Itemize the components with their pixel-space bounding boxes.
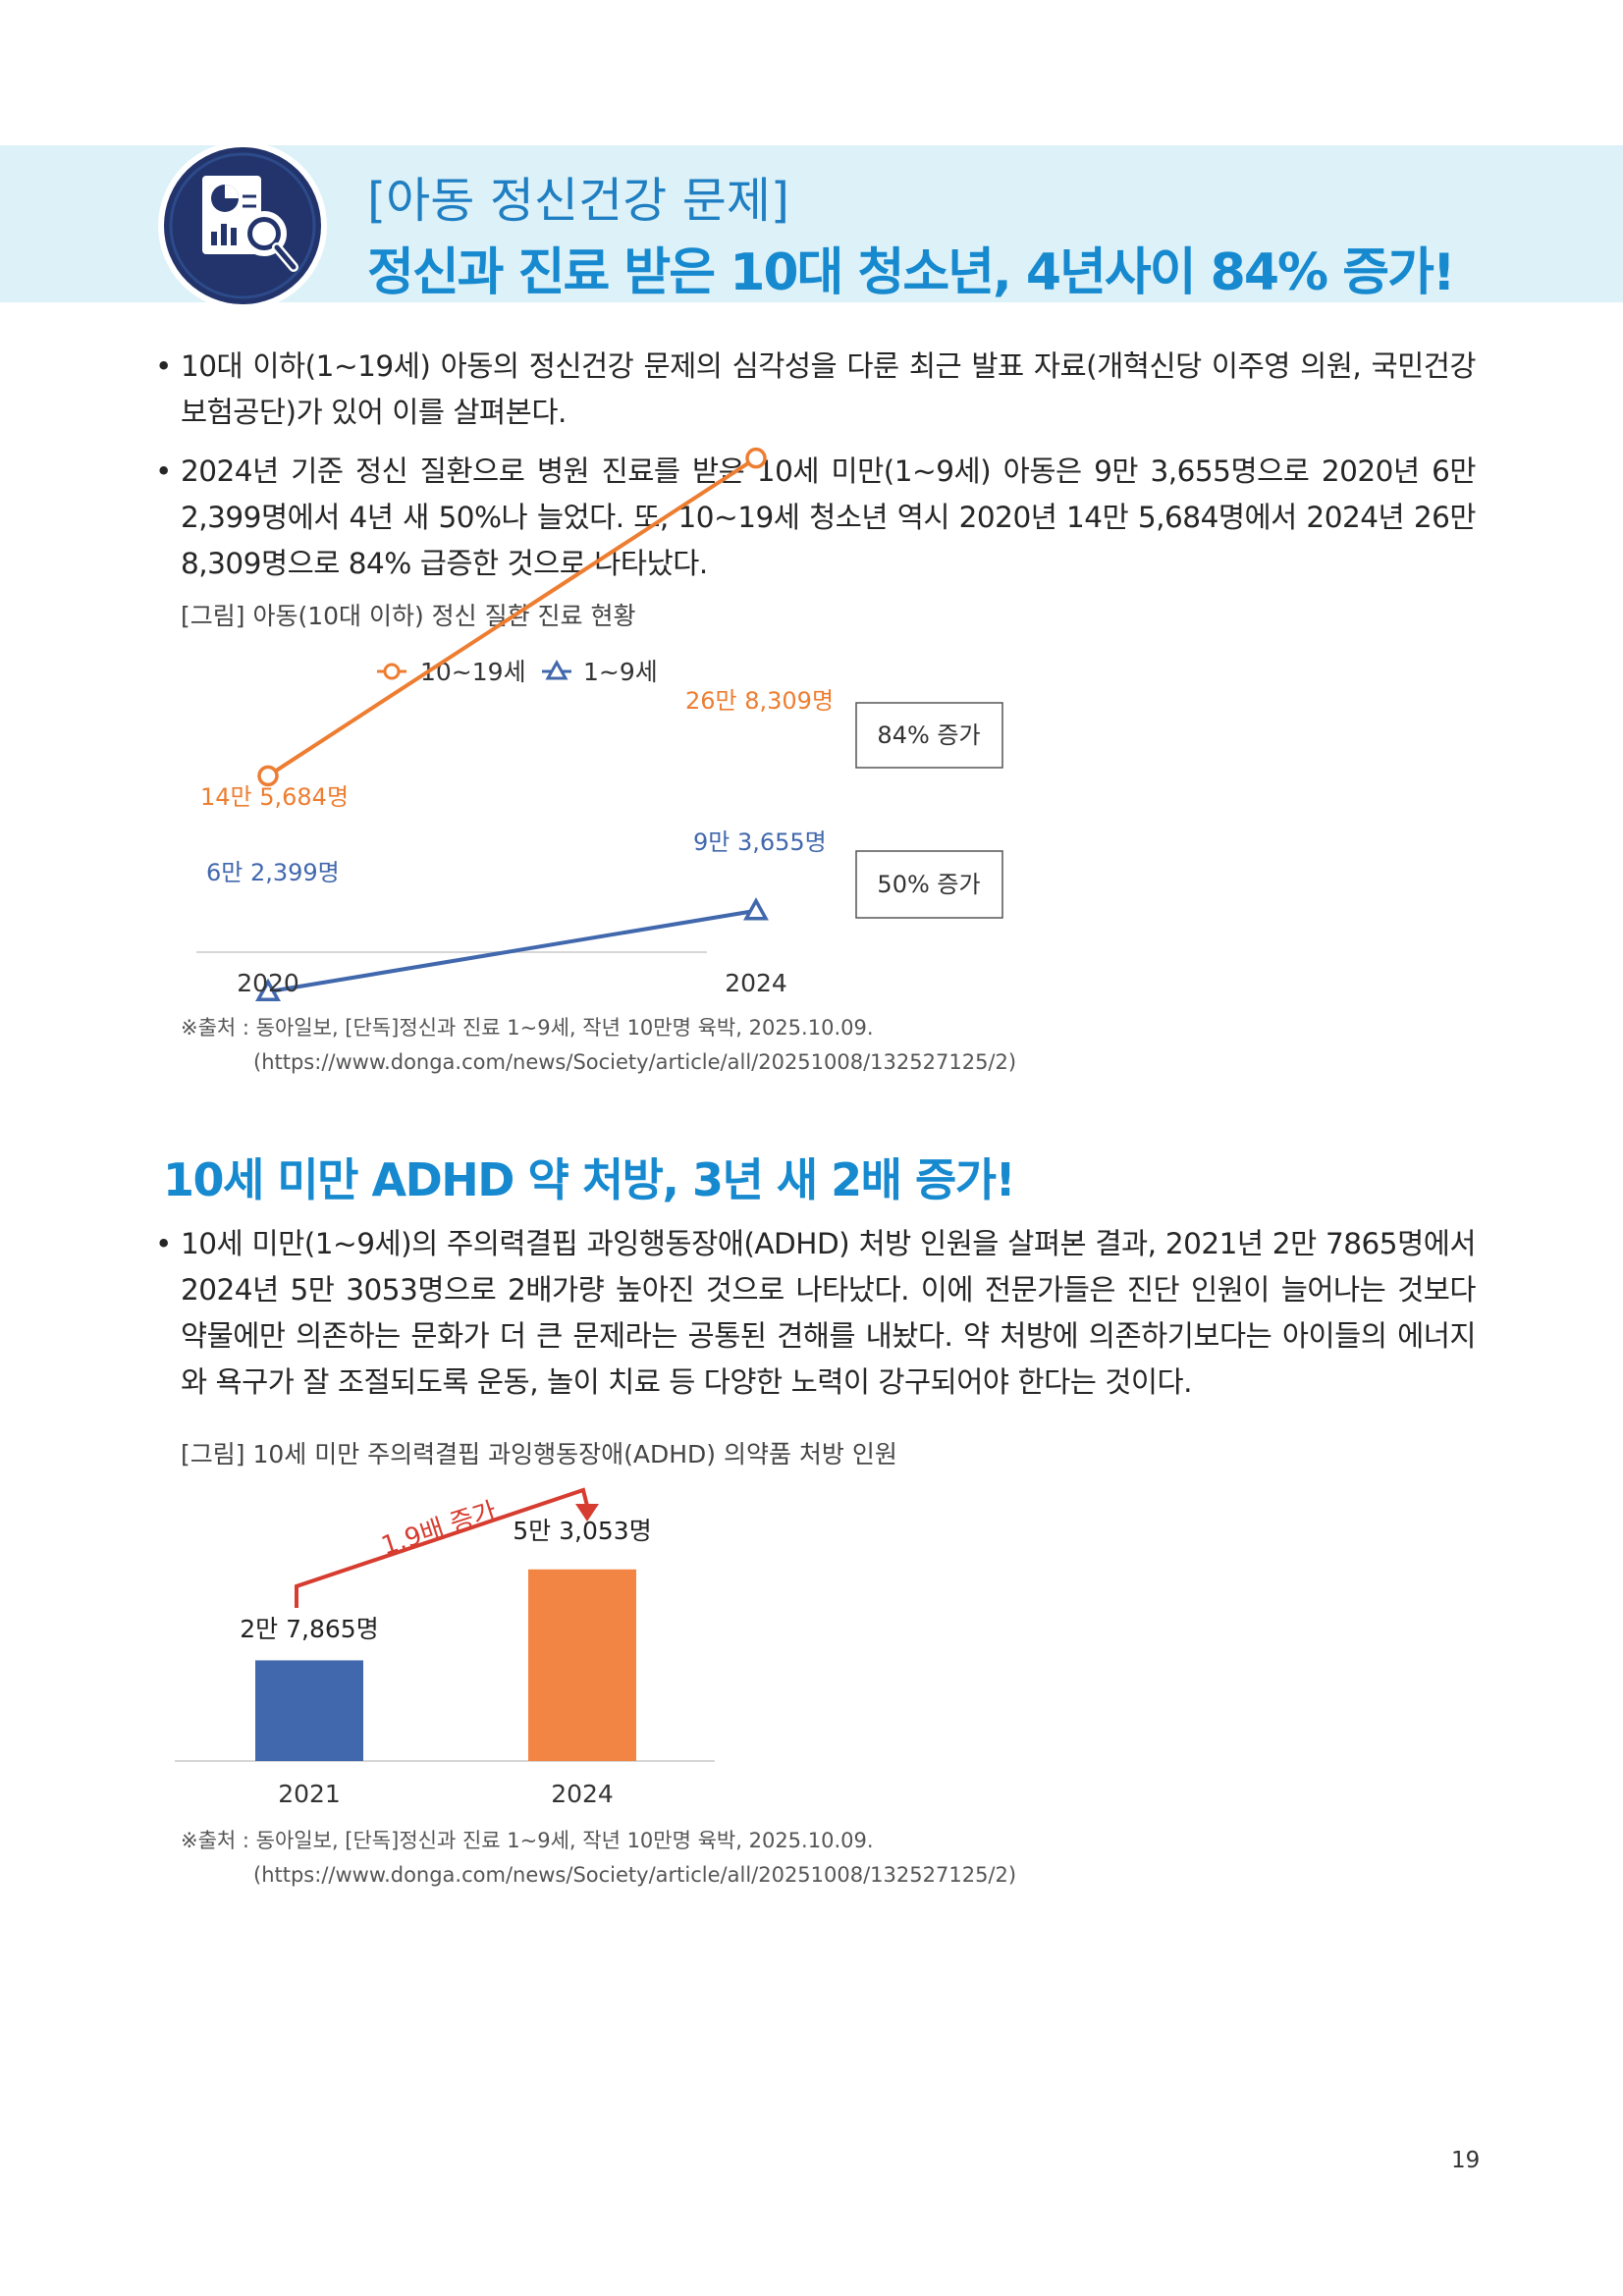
bar-2021	[255, 1660, 363, 1761]
legend-label-1-9: 1~9세	[583, 658, 658, 686]
legend-label-10-19: 10~19세	[420, 658, 526, 686]
annotation-box-50	[855, 850, 1003, 919]
annotation-84: 84% 증가	[877, 721, 980, 749]
growth-arrow	[295, 1487, 589, 1608]
section1-bullets: 10대 이하(1~19세) 아동의 정신건강 문제의 심각성을 다룬 최근 발표…	[155, 344, 1477, 600]
point-10-19-2024	[745, 447, 767, 469]
list-item: 10대 이하(1~19세) 아동의 정신건강 문제의 심각성을 다룬 최근 발표…	[155, 344, 1477, 436]
data-label-10-19-2024: 26만 8,309명	[685, 687, 834, 715]
figure2-caption: [그림] 10세 미만 주의력결핍 과잉행동장애(ADHD) 의약품 처방 인원	[181, 1440, 897, 1468]
source-line: ※출처 : 동아일보, [단독]정신과 진료 1~9세, 작년 10만명 육박,…	[181, 1016, 874, 1040]
point-1-9-2024	[743, 897, 769, 921]
legend-1-9: 1~9세	[542, 658, 658, 686]
growth-annotation: 1.9배 증가	[378, 1497, 501, 1562]
point-1-9-2020	[255, 978, 281, 1002]
figure1-caption: [그림] 아동(10대 이하) 정신 질환 진료 현황	[181, 602, 636, 630]
x-tick-2024: 2024	[725, 969, 787, 997]
list-item: 10세 미만(1~9세)의 주의력결핍 과잉행동장애(ADHD) 처방 인원을 …	[155, 1221, 1477, 1406]
source-line-2: ※출처 : 동아일보, [단독]정신과 진료 1~9세, 작년 10만명 육박,…	[181, 1829, 874, 1852]
data-label-10-19-2020: 14만 5,684명	[200, 783, 349, 811]
line-chart: 10~19세 1~9세 14만 5,684명 26만 8,309명 6만 2,3…	[196, 447, 1003, 1002]
source-url: (https://www.donga.com/news/Society/arti…	[253, 1050, 1017, 1074]
header-subtitle: [아동 정신건강 문제]	[367, 173, 790, 229]
data-label-1-9-2024: 9만 3,655명	[693, 828, 827, 856]
bar-label-2021: 2만 7,865명	[240, 1615, 378, 1643]
page-title: 정신과 진료 받은 10대 청소년, 4년사이 84% 증가!	[367, 243, 1456, 302]
bar-label-2024: 5만 3,053명	[513, 1517, 651, 1545]
data-label-1-9-2020: 6만 2,399명	[206, 859, 340, 886]
x-tick-2020: 2020	[237, 969, 299, 997]
bar-2024	[528, 1569, 636, 1761]
section2-bullets: 10세 미만(1~9세)의 주의력결핍 과잉행동장애(ADHD) 처방 인원을 …	[155, 1221, 1477, 1418]
bar-chart: 2만 7,865명 5만 3,053명 2021 2024 1.9배 증가	[175, 1487, 715, 1808]
series-line-10-19	[266, 455, 758, 778]
arrow-head-icon	[575, 1504, 599, 1522]
source-url-2: (https://www.donga.com/news/Society/arti…	[253, 1863, 1017, 1887]
list-item: 2024년 기준 정신 질환으로 병원 진료를 받은 10세 미만(1~9세) …	[155, 449, 1477, 587]
annotation-box-84	[855, 702, 1003, 769]
point-10-19-2020	[257, 765, 279, 787]
section2-title: 10세 미만 ADHD 약 처방, 3년 새 2배 증가!	[163, 1153, 1016, 1206]
series-line-1-9	[267, 908, 757, 994]
annotation-50: 50% 증가	[877, 871, 980, 898]
report-magnifier-icon	[154, 137, 331, 314]
x-tick-2024: 2024	[551, 1780, 614, 1808]
x-tick-2021: 2021	[278, 1780, 341, 1808]
legend-10-19: 10~19세	[377, 658, 526, 686]
page-number: 19	[1451, 2148, 1481, 2173]
